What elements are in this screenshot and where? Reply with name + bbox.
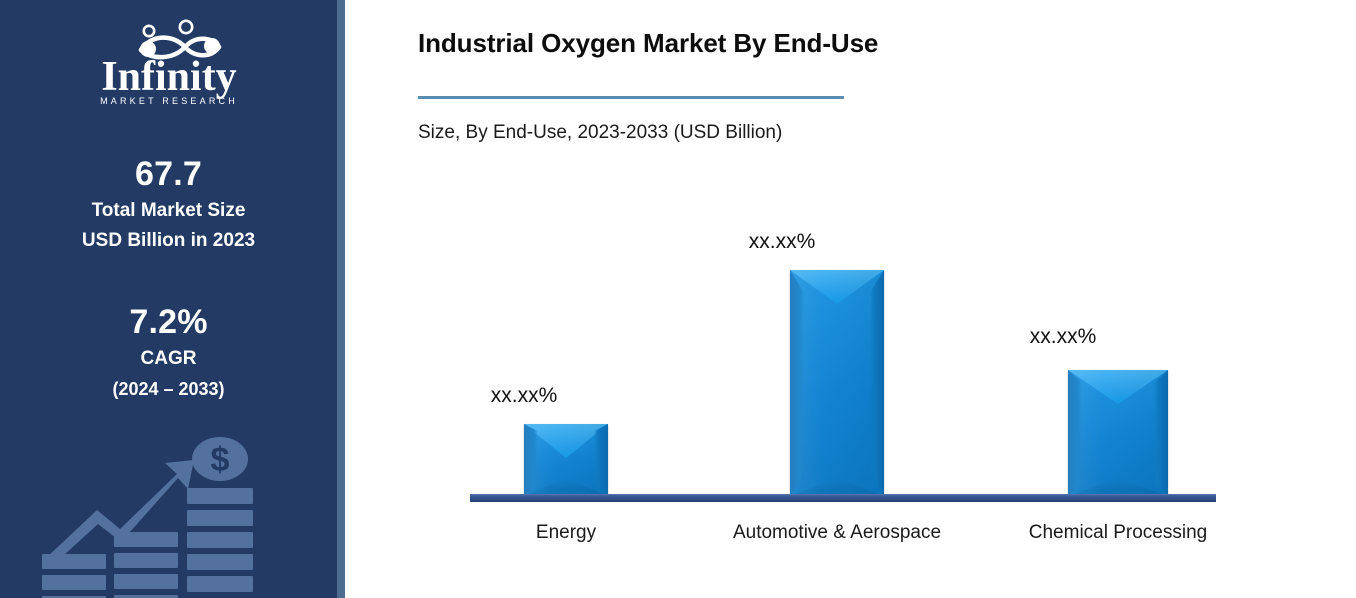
bar-bevel-right [1154,370,1168,496]
bar-bevel-left [1068,370,1082,496]
logo-tagline: MARKET RESEARCH [100,96,238,106]
bar-bevel-left [790,270,804,496]
sidebar-accent-edge [337,0,345,598]
bar-value-label-energy: xx.xx% [490,384,558,407]
chart-subtitle: Size, By End-Use, 2023-2033 (USD Billion… [418,122,783,143]
rising-arrow-icon [44,460,194,566]
growth-chart-coins-icon: $ [42,432,304,598]
infinity-people-icon [138,19,221,60]
page-title: Industrial Oxygen Market By End-Use [418,28,879,58]
bar-gloss [524,424,608,496]
category-label-automotive-aerospace: Automotive & Aerospace [732,522,942,543]
bar-value-label-automotive-aerospace: xx.xx% [748,230,816,253]
bar-bevel-right [870,270,884,496]
coin-stack-bar-2 [114,532,178,598]
stat-total-market-size: 67.7 Total Market Size USD Billion in 20… [0,152,337,256]
company-logo: Infinity MARKET RESEARCH [0,14,337,106]
bar-gloss [790,270,884,496]
bar-automotive-aerospace[interactable] [790,270,884,496]
stat-value-cagr: 7.2% [129,303,208,341]
sidebar-panel: Infinity MARKET RESEARCH 67.7 Total Mark… [0,0,337,598]
bar-chemical-processing[interactable] [1068,370,1168,496]
stat-label-cagr: CAGR [140,348,197,369]
chart-panel: Industrial Oxygen Market By End-Use Size… [345,0,1356,598]
title-divider [418,96,844,99]
chart-axis-baseline [470,494,1216,502]
dollar-coin-icon: $ [192,437,248,481]
bar-gloss [1068,370,1168,496]
stat-label-market-size-line1: Total Market Size [91,200,246,221]
bar-energy[interactable] [524,424,608,496]
bar-bevel-right [594,424,608,496]
bar-value-label-chemical-processing: xx.xx% [1029,325,1097,348]
logo-wordmark: Infinity [101,54,236,100]
infinity-logo-svg: Infinity MARKET RESEARCH [100,19,238,106]
stat-cagr: 7.2% CAGR (2024 – 2033) [0,300,337,404]
coin-stack-bar-3 [187,488,253,592]
bar-bevel-left [524,424,538,496]
stat-label-market-size-line2: USD Billion in 2023 [81,230,256,251]
category-label-energy: Energy [535,522,597,543]
stat-label-cagr-period: (2024 – 2033) [112,379,225,399]
svg-text:$: $ [211,441,230,479]
stat-value-market-size: 67.7 [135,155,202,193]
bar-chart-plot-area: xx.xx% Energy xx.xx% Automotive & Aerosp… [345,0,1356,598]
category-label-chemical-processing: Chemical Processing [1028,522,1208,543]
